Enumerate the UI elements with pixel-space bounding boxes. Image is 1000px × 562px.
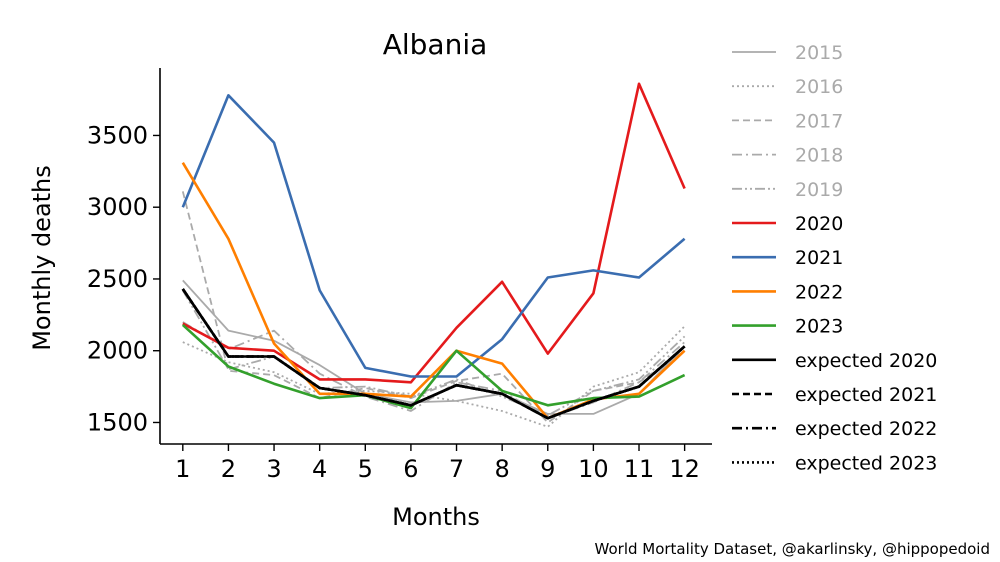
x-tick-label: 6 [403, 455, 418, 483]
legend-label: expected 2020 [795, 350, 937, 372]
x-tick-label: 5 [358, 455, 373, 483]
y-tick-label: 3000 [87, 193, 148, 221]
x-tick-label: 11 [624, 455, 655, 483]
series-line-2016 [182, 325, 686, 428]
x-tick-label: 10 [578, 455, 609, 483]
legend-label: 2018 [795, 145, 843, 167]
x-tick-label: 1 [175, 455, 190, 483]
x-tick-label: 9 [540, 455, 555, 483]
x-tick-label: 2 [221, 455, 236, 483]
legend-label: 2022 [795, 281, 843, 303]
x-tick-label: 4 [312, 455, 327, 483]
legend-label: expected 2022 [795, 418, 937, 440]
series-line-2015 [182, 279, 686, 415]
x-tick-label: 12 [669, 455, 700, 483]
y-tick-label: 1500 [87, 408, 148, 436]
credit-text: World Mortality Dataset, @akarlinsky, @h… [594, 540, 990, 558]
chart-title: Albania [383, 28, 488, 61]
legend-label: 2021 [795, 247, 843, 269]
legend-label: 2017 [795, 110, 843, 132]
legend-label: 2020 [795, 213, 843, 235]
legend-label: expected 2023 [795, 452, 937, 474]
legend: 2015 2016 2017 2018 2019 2020 2021 2022 2023 expe… [732, 42, 937, 474]
x-tick-label: 3 [266, 455, 281, 483]
legend-label: 2023 [795, 316, 843, 338]
legend-label: expected 2021 [795, 384, 937, 406]
legend-label: 2016 [795, 76, 843, 98]
y-tick-label: 2000 [87, 337, 148, 365]
x-tick-label: 7 [449, 455, 464, 483]
series-line-2020 [182, 82, 686, 384]
x-tick-label: 8 [495, 455, 510, 483]
y-tick-label: 2500 [87, 265, 148, 293]
series-line-2021 [181, 94, 686, 378]
y-tick-label: 3500 [87, 121, 148, 149]
series-line-expected-2023 [181, 288, 686, 420]
x-axis-label: Months [392, 503, 480, 531]
series-line-2019 [182, 289, 686, 417]
legend-label: 2015 [795, 42, 843, 64]
legend-label: 2019 [795, 179, 843, 201]
series-line-2018 [182, 321, 686, 420]
y-axis-label: Monthly deaths [28, 165, 56, 351]
